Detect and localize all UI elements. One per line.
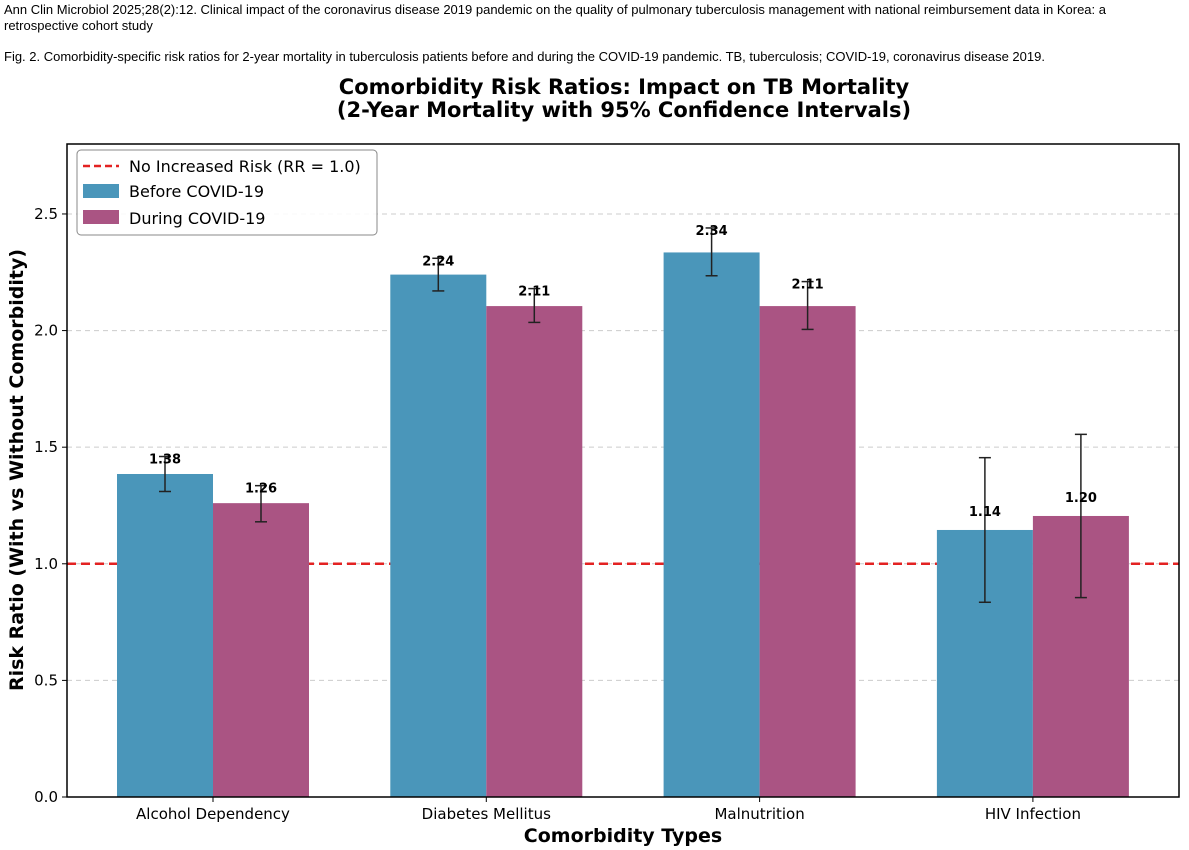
legend-during-label: During COVID-19 — [129, 209, 265, 228]
y-tick-label: 2.5 — [34, 205, 58, 223]
legend-during-swatch — [83, 210, 119, 224]
legend-box — [76, 149, 378, 236]
bar-before-covid — [117, 473, 213, 797]
y-tick-label: 1.0 — [34, 555, 58, 573]
value-label: 1.14 — [969, 505, 1001, 520]
value-label: 1.38 — [149, 453, 181, 468]
bar-during-covid — [759, 306, 856, 797]
x-tick-label: Alcohol Dependency — [136, 805, 290, 823]
x-axis: Alcohol Dependency Diabetes Mellitus Malnu… — [136, 797, 1081, 823]
x-tick-label: HIV Infection — [985, 805, 1081, 823]
value-label: 2.11 — [792, 278, 824, 293]
chart-title: Comorbidity Risk Ratios: Impact on TB Mo… — [339, 75, 910, 99]
error-bar-group — [159, 227, 1087, 604]
chart-subtitle: (2-Year Mortality with 95% Confidence In… — [337, 98, 911, 122]
y-axis: 0.0 0.5 1.0 1.5 2.0 2.5 — [34, 205, 67, 806]
x-tick-label: Malnutrition — [714, 805, 804, 823]
legend: No Increased Risk (RR = 1.0) Before COVI… — [76, 149, 378, 236]
y-tick-label: 0.0 — [34, 788, 58, 806]
bar-before-covid — [663, 252, 760, 797]
y-tick-label: 1.5 — [34, 438, 58, 456]
citation-text: Ann Clin Microbiol 2025;28(2):12. Clinic… — [4, 2, 1106, 33]
bar-group — [117, 252, 1129, 798]
value-label-group: 1.38 1.26 2.24 2.11 2.34 2.11 1.14 1.20 — [149, 224, 1097, 520]
plot-frame — [66, 143, 1180, 798]
x-axis-label: Comorbidity Types — [524, 825, 722, 847]
legend-before-swatch — [83, 184, 119, 198]
value-label: 2.11 — [518, 285, 550, 300]
legend-before-label: Before COVID-19 — [129, 182, 264, 201]
x-tick-label: Diabetes Mellitus — [422, 805, 551, 823]
value-label: 2.24 — [422, 254, 454, 269]
bar-before-covid — [390, 274, 487, 798]
bar-during-covid — [213, 503, 309, 797]
value-label: 2.34 — [696, 224, 728, 239]
bar-during-covid — [486, 306, 583, 797]
y-tick-label: 2.0 — [34, 322, 58, 340]
value-label: 1.26 — [245, 482, 277, 497]
value-label: 1.20 — [1065, 491, 1097, 506]
legend-reference-label: No Increased Risk (RR = 1.0) — [129, 157, 361, 176]
y-tick-label: 0.5 — [34, 671, 58, 689]
figure-caption: Fig. 2. Comorbidity-specific risk ratios… — [4, 49, 1045, 64]
y-axis-label: Risk Ratio (With vs Without Comorbidity) — [6, 249, 28, 691]
